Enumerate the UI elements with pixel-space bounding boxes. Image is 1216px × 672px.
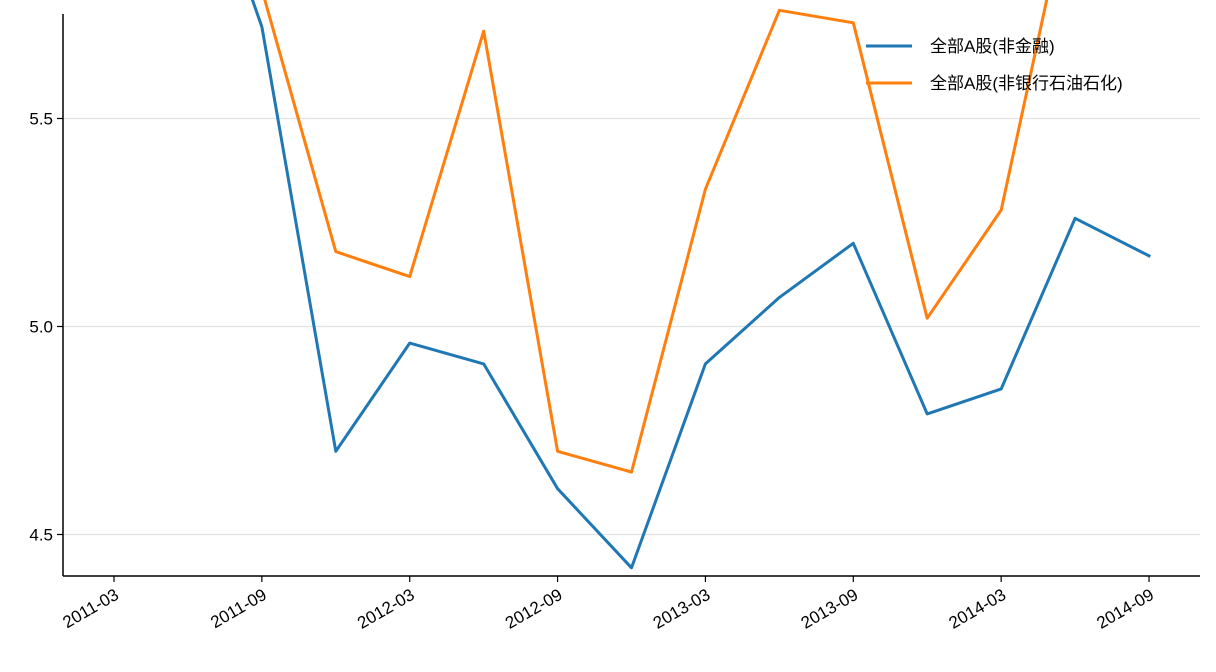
x-tick-label: 2014-09: [1093, 585, 1157, 633]
x-tick-label: 2013-09: [798, 585, 862, 633]
y-axis-ticks: 4.55.05.56.06.5: [29, 110, 63, 545]
legend-label-2: 全部A股(非银行石油石化): [930, 74, 1123, 93]
x-tick-label: 2011-09: [207, 585, 269, 632]
axes: [62, 14, 1200, 577]
y-tick-label: 5.0: [29, 318, 53, 337]
gridlines: [63, 117, 1200, 536]
series-lines: [250, 0, 1152, 570]
x-tick-label: 2011-03: [60, 585, 122, 632]
x-tick-label: 2012-09: [502, 585, 566, 633]
x-tick-label: 2013-03: [650, 585, 714, 633]
y-tick-label: 4.5: [29, 526, 53, 545]
series-line-2: [263, 0, 1049, 474]
x-tick-label: 2014-03: [946, 585, 1010, 633]
x-axis-ticks: 2011-03 2011-09 2012-03 2012-09 2013-03 2013-…: [60, 576, 1157, 633]
series-line-1: [250, 0, 1152, 570]
legend: 全部A股(非金融) 全部A股(非银行石油石化): [866, 37, 1123, 93]
y-tick-label: 5.5: [29, 110, 53, 129]
x-tick-label: 2012-03: [354, 585, 418, 633]
legend-label-1: 全部A股(非金融): [930, 37, 1055, 56]
